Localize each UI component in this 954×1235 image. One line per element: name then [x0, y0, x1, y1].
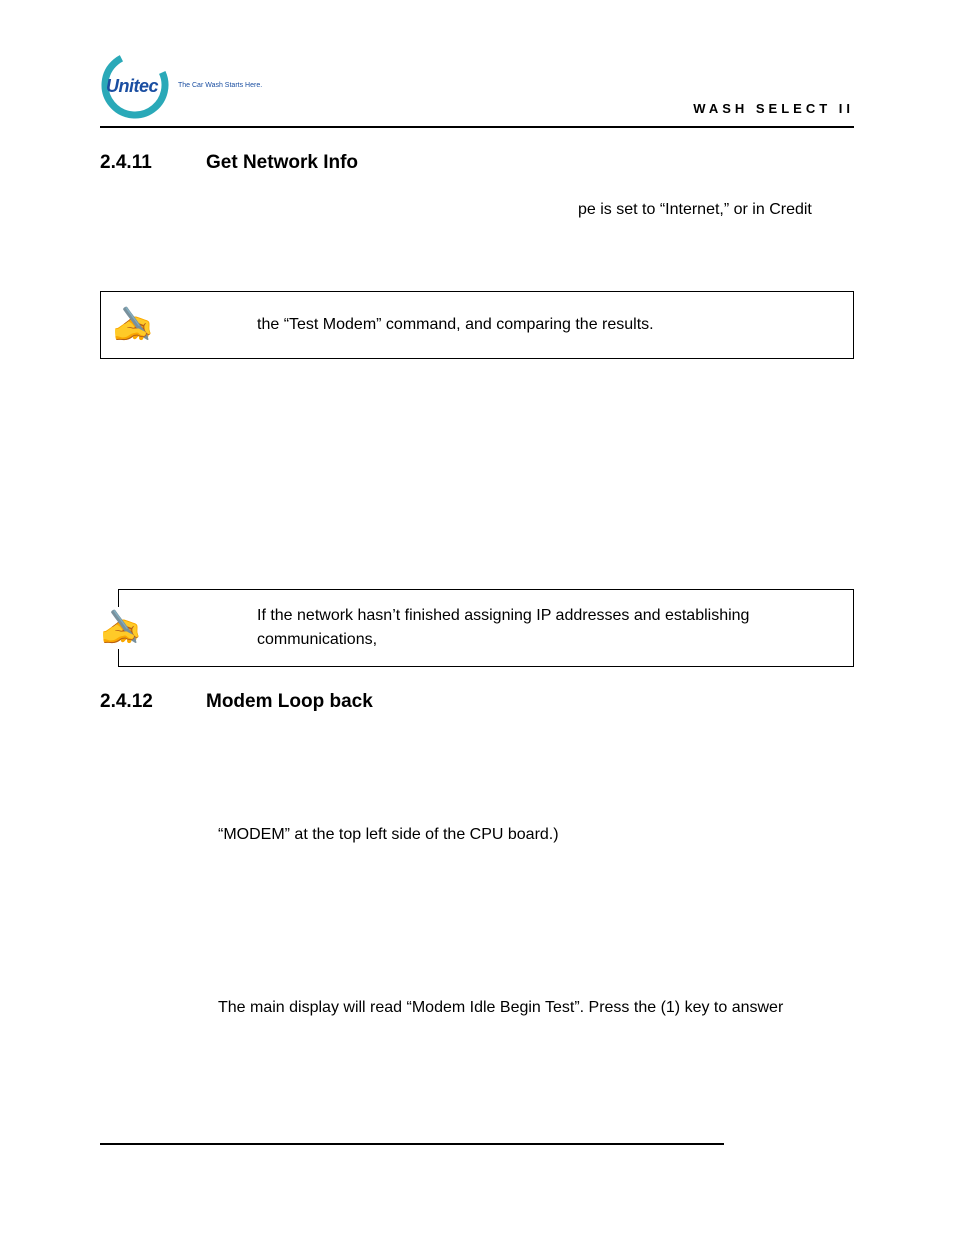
brand-logo: Unitec The Car Wash Starts Here.	[100, 50, 262, 120]
writing-hand-icon: ✍	[97, 607, 145, 649]
note-2-text: If the network hasn’t finished assigning…	[147, 604, 835, 652]
body-line-begin-test: The main display will read “Modem Idle B…	[218, 996, 854, 1019]
body-fragment-line: pe is set to “Internet,” or in Credit	[100, 198, 854, 221]
body-line-modem-location: “MODEM” at the top left side of the CPU …	[218, 823, 854, 846]
document-title: WASH SELECT II	[693, 101, 854, 116]
section-heading-2-4-11: 2.4.11 Get Network Info	[100, 152, 854, 174]
writing-hand-icon: ✍	[109, 308, 157, 342]
section-number: 2.4.11	[100, 152, 170, 174]
section-number: 2.4.12	[100, 691, 170, 713]
footer-rule	[100, 1143, 724, 1145]
logo-wordmark: Unitec	[106, 76, 158, 97]
logo-ring-icon: Unitec	[100, 50, 170, 120]
note-box-2: ✍ If the network hasn’t finished assigni…	[118, 589, 854, 667]
page-header: Unitec The Car Wash Starts Here. WASH SE…	[100, 50, 854, 122]
section-title: Modem Loop back	[206, 691, 373, 713]
logo-tagline: The Car Wash Starts Here.	[178, 82, 262, 89]
section-title: Get Network Info	[206, 152, 358, 174]
section-heading-2-4-12: 2.4.12 Modem Loop back	[100, 691, 854, 713]
note-box-1: ✍ the “Test Modem” command, and comparin…	[100, 291, 854, 359]
note-1-text: the “Test Modem” command, and comparing …	[187, 313, 835, 337]
